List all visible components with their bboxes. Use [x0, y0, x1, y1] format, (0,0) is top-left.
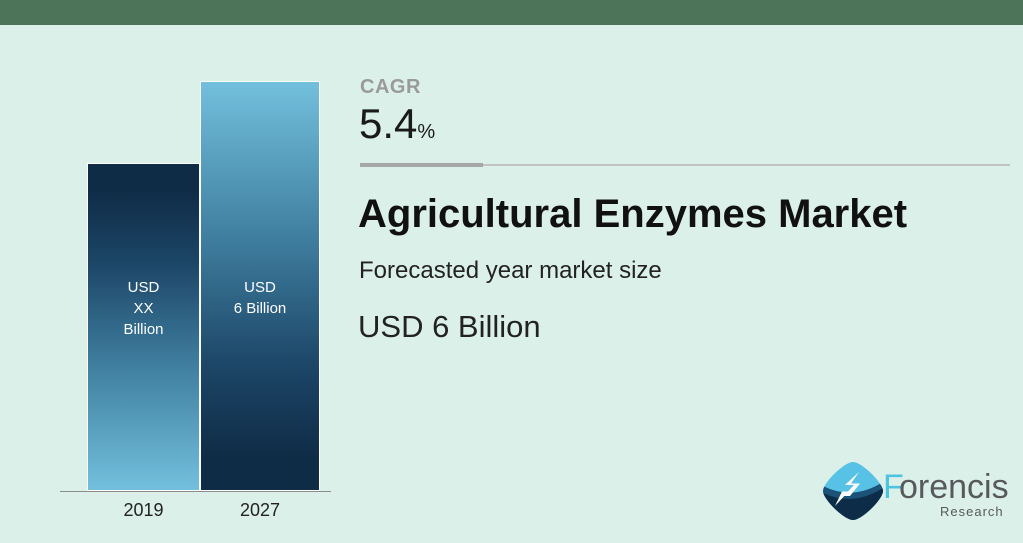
svg-text:orencis: orencis [899, 468, 1009, 506]
svg-text:Research: Research [940, 504, 1004, 519]
